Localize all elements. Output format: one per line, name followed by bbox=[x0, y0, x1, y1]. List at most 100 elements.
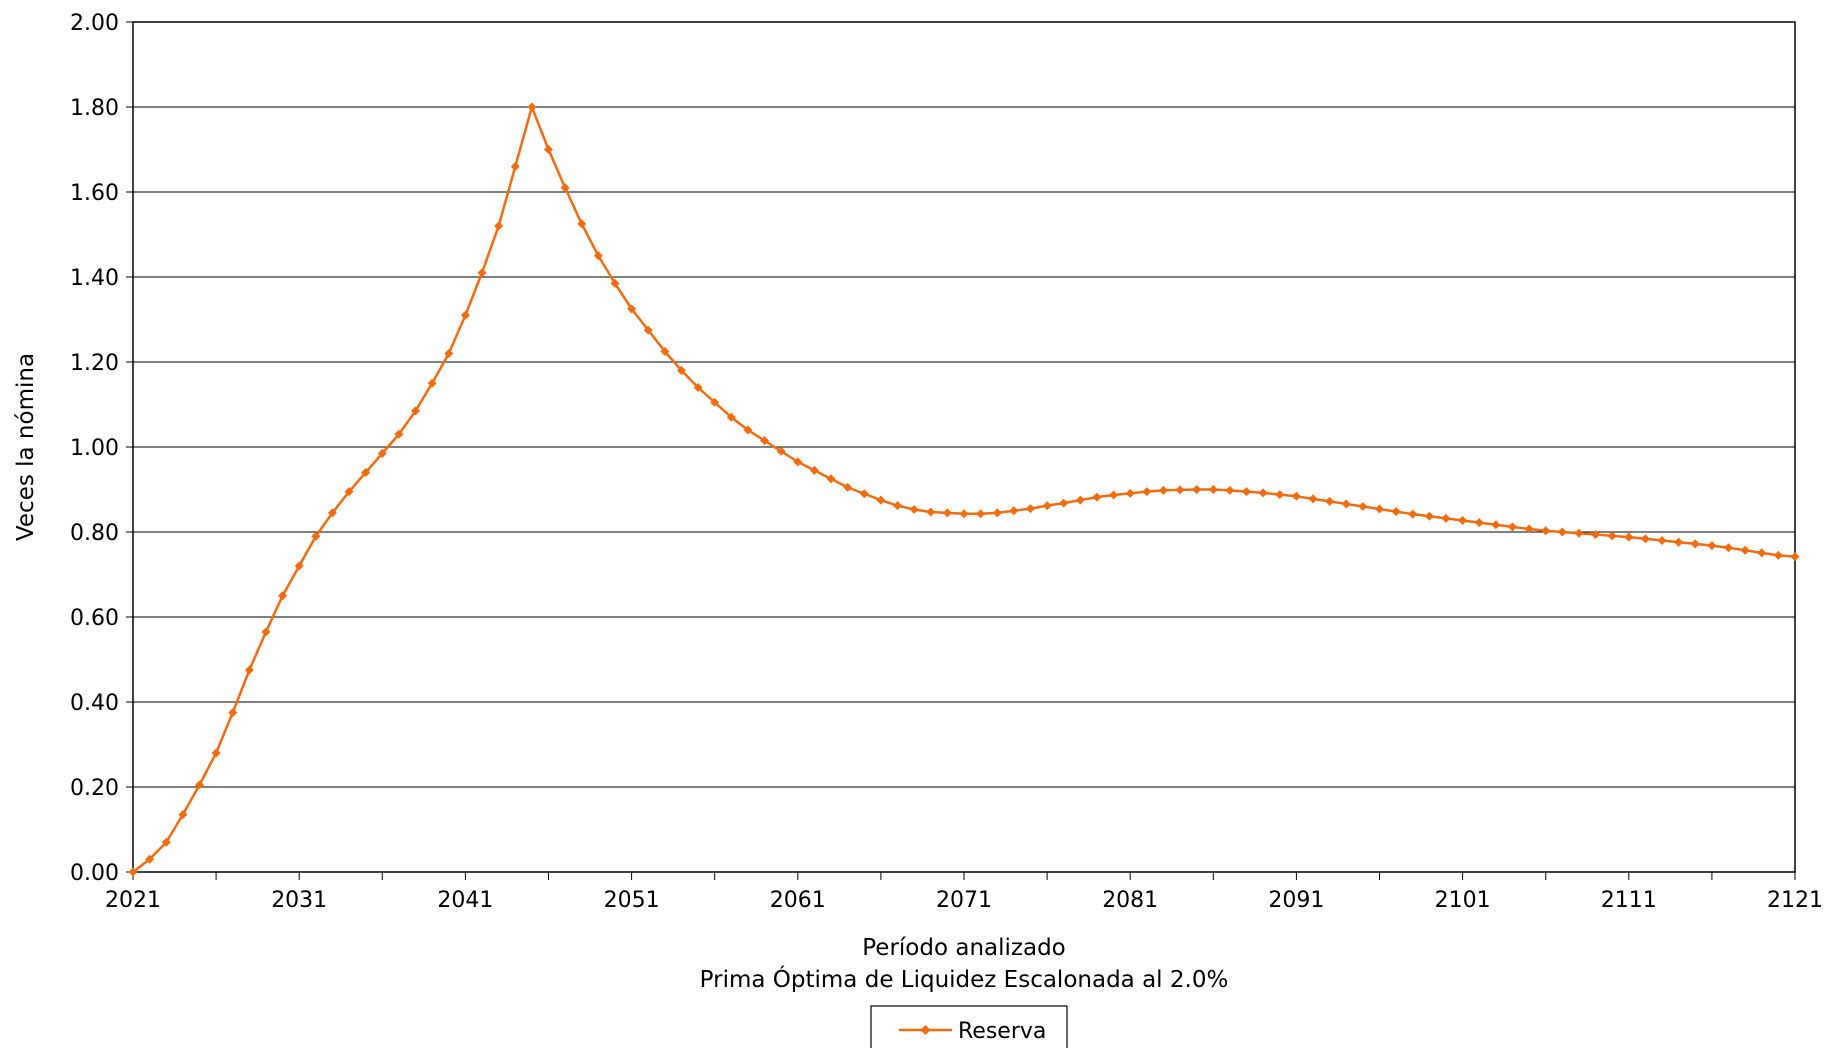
data-point bbox=[194, 780, 204, 790]
data-point bbox=[244, 665, 254, 675]
data-point bbox=[1574, 528, 1584, 538]
legend-box bbox=[870, 1005, 1068, 1048]
y-axis-title: Veces la nómina bbox=[13, 353, 39, 541]
data-point bbox=[344, 487, 354, 497]
data-point bbox=[1441, 513, 1451, 523]
data-point bbox=[1042, 501, 1052, 511]
data-point bbox=[1075, 495, 1085, 505]
data-point bbox=[627, 304, 637, 314]
data-point bbox=[1707, 541, 1717, 551]
data-point bbox=[494, 221, 504, 231]
data-point bbox=[1541, 526, 1551, 536]
data-point bbox=[1657, 536, 1667, 545]
data-point bbox=[1142, 487, 1152, 497]
data-point bbox=[942, 508, 952, 518]
data-point bbox=[1757, 548, 1767, 558]
x-axis-tick-marks bbox=[132, 872, 1796, 880]
data-point bbox=[843, 482, 853, 492]
data-point bbox=[1474, 518, 1484, 528]
data-point bbox=[1773, 550, 1783, 560]
x-axis-tick-labels: 2021 2031 2041 2051 2061 2071 2081 2091 2101 2111… bbox=[105, 888, 1823, 913]
data-point bbox=[278, 591, 288, 601]
data-point bbox=[1175, 485, 1185, 495]
data-point bbox=[1308, 494, 1318, 504]
y-tick-label: 1.20 bbox=[70, 351, 119, 376]
data-point bbox=[1391, 507, 1401, 517]
data-point bbox=[1275, 490, 1285, 500]
data-point bbox=[1242, 487, 1252, 497]
data-point bbox=[1557, 527, 1567, 537]
data-point bbox=[577, 219, 587, 229]
data-point bbox=[809, 465, 819, 475]
data-point bbox=[1740, 545, 1750, 555]
data-point bbox=[1109, 490, 1119, 500]
data-point bbox=[1458, 516, 1468, 526]
data-point bbox=[859, 489, 869, 499]
data-point bbox=[1192, 485, 1202, 494]
data-point bbox=[1125, 488, 1135, 498]
data-point bbox=[394, 429, 404, 439]
data-point bbox=[1208, 485, 1218, 494]
data-point bbox=[992, 508, 1002, 518]
y-axis-tick-labels: 0.00 0.20 0.40 0.60 0.80 1.00 1.20 1.40 1.60 1.80… bbox=[70, 11, 119, 886]
data-point bbox=[1341, 499, 1351, 509]
data-point bbox=[743, 425, 753, 435]
data-point bbox=[1358, 502, 1368, 511]
data-point bbox=[377, 448, 387, 458]
data-point bbox=[361, 468, 371, 477]
data-point bbox=[427, 378, 437, 388]
x-tick-label: 2081 bbox=[1102, 888, 1158, 913]
data-point bbox=[926, 507, 936, 517]
data-point bbox=[793, 457, 803, 467]
data-point bbox=[1524, 524, 1534, 534]
data-point bbox=[544, 145, 553, 154]
data-point bbox=[1640, 534, 1650, 544]
data-point bbox=[1158, 485, 1168, 495]
gridlines bbox=[126, 21, 1795, 873]
x-tick-label: 2091 bbox=[1268, 888, 1324, 913]
data-point bbox=[1258, 488, 1268, 498]
data-point bbox=[1225, 485, 1235, 495]
legend: Reserva bbox=[870, 1005, 1068, 1048]
y-tick-label: 1.00 bbox=[70, 436, 119, 461]
data-point bbox=[211, 748, 221, 758]
x-tick-label: 2101 bbox=[1435, 888, 1491, 913]
data-point bbox=[128, 867, 138, 877]
data-point bbox=[776, 446, 786, 456]
series-reserva bbox=[128, 102, 1800, 877]
data-point bbox=[145, 854, 155, 864]
x-tick-label: 2111 bbox=[1601, 888, 1657, 913]
data-point bbox=[1291, 491, 1301, 501]
legend-label-reserva: Reserva bbox=[958, 1019, 1046, 1044]
data-point bbox=[510, 162, 520, 171]
chart-subtitle: Prima Óptima de Liquidez Escalonada al 2… bbox=[700, 965, 1229, 993]
data-point bbox=[1624, 532, 1634, 542]
data-point bbox=[1009, 506, 1019, 516]
data-point bbox=[610, 278, 620, 288]
data-point bbox=[826, 474, 836, 484]
data-point bbox=[1059, 498, 1069, 508]
data-point bbox=[327, 508, 337, 518]
data-point bbox=[693, 383, 703, 392]
data-point bbox=[311, 531, 321, 541]
x-tick-label: 2031 bbox=[271, 888, 327, 913]
x-tick-label: 2121 bbox=[1767, 888, 1823, 913]
data-point bbox=[1025, 504, 1035, 514]
data-point bbox=[876, 495, 886, 505]
data-point bbox=[178, 810, 188, 820]
y-tick-label: 1.60 bbox=[70, 181, 119, 206]
data-point bbox=[660, 346, 670, 356]
data-point bbox=[1790, 552, 1800, 562]
data-point bbox=[959, 509, 969, 519]
data-point bbox=[294, 561, 304, 571]
data-point bbox=[1724, 543, 1734, 553]
y-tick-label: 0.00 bbox=[70, 861, 119, 886]
data-point bbox=[1591, 530, 1601, 540]
data-point bbox=[1325, 496, 1335, 506]
x-tick-label: 2071 bbox=[936, 888, 992, 913]
data-point bbox=[909, 504, 919, 514]
data-point bbox=[676, 366, 686, 375]
data-point bbox=[1607, 531, 1617, 541]
x-axis-title: Período analizado bbox=[862, 935, 1066, 961]
